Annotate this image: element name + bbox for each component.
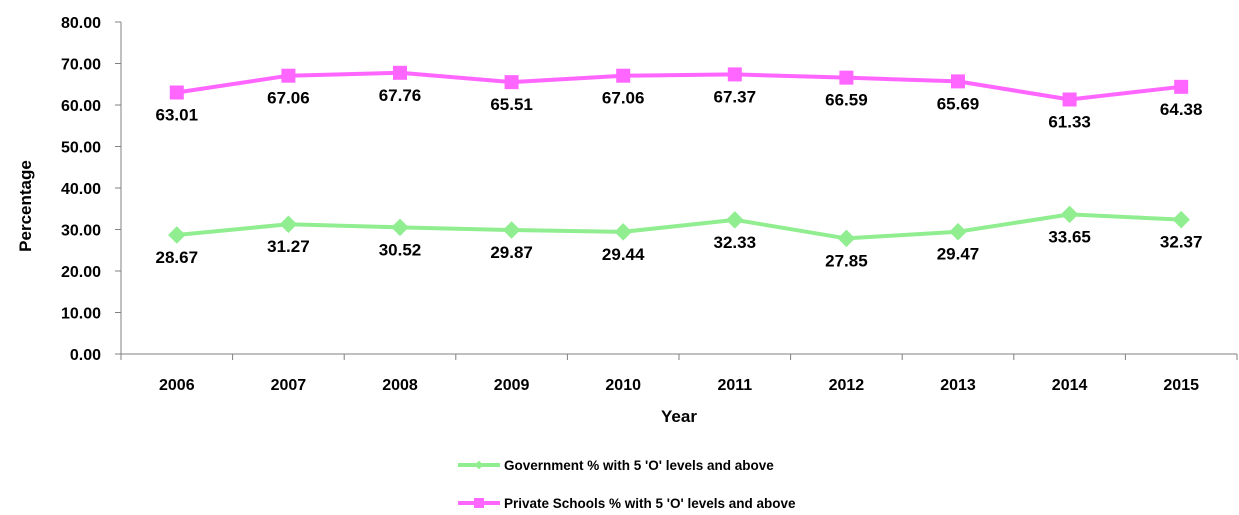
x-tick-label: 2010 xyxy=(605,377,641,394)
data-label-government: 28.67 xyxy=(156,248,199,267)
legend-marker-government xyxy=(474,460,484,470)
y-tick-label: 60.00 xyxy=(61,98,101,115)
x-tick-label: 2014 xyxy=(1052,377,1088,394)
data-label-government: 29.44 xyxy=(602,245,645,264)
x-tick-label: 2009 xyxy=(494,377,530,394)
data-label-private-schools: 65.51 xyxy=(490,95,533,114)
legend-label-government: Government % with 5 'O' levels and above xyxy=(504,458,774,473)
data-label-private-schools: 65.69 xyxy=(937,94,980,113)
y-axis-title: Percentage xyxy=(16,160,35,252)
data-label-government: 30.52 xyxy=(379,240,422,259)
data-label-government: 29.87 xyxy=(490,243,533,262)
series-line-government xyxy=(176,212,1182,241)
data-point-private-schools xyxy=(1174,79,1189,94)
data-point-private-schools xyxy=(1062,92,1077,107)
data-label-private-schools: 67.37 xyxy=(714,87,757,106)
data-point-government xyxy=(949,222,967,241)
data-label-private-schools: 67.06 xyxy=(602,89,645,108)
y-tick-label: 70.00 xyxy=(61,57,101,74)
data-point-private-schools xyxy=(169,85,184,100)
data-label-government: 31.27 xyxy=(267,237,310,256)
x-tick-label: 2015 xyxy=(1163,377,1199,394)
y-tick-label: 80.00 xyxy=(61,15,101,32)
x-tick-label: 2007 xyxy=(271,377,307,394)
series-group xyxy=(168,65,1190,248)
x-tick-label: 2012 xyxy=(829,377,865,394)
x-axis-title: Year xyxy=(661,407,697,426)
data-point-government xyxy=(1172,210,1190,229)
data-point-government xyxy=(614,223,632,241)
data-label-private-schools: 66.59 xyxy=(825,91,868,110)
data-point-government xyxy=(726,211,744,229)
y-tick-label: 30.00 xyxy=(61,223,101,240)
data-label-government: 33.65 xyxy=(1048,227,1091,246)
data-labels: 28.67 31.27 30.52 29.87 29.44 32.33 27.85 29.47… xyxy=(156,86,1203,271)
x-axis-ticks: 2006 2007 2008 2009 2010 2011 2012 2013 2014 2015 xyxy=(120,354,1238,394)
data-point-private-schools xyxy=(727,67,742,82)
data-point-private-schools xyxy=(951,74,965,89)
y-tick-label: 20.00 xyxy=(61,264,101,281)
data-point-private-schools xyxy=(504,75,519,90)
x-tick-label: 2013 xyxy=(940,377,976,394)
data-point-private-schools xyxy=(839,70,854,85)
x-tick-label: 2011 xyxy=(717,377,752,394)
y-tick-label: 10.00 xyxy=(61,306,101,323)
data-label-private-schools: 61.33 xyxy=(1048,112,1091,131)
x-tick-label: 2006 xyxy=(159,377,195,394)
data-label-private-schools: 63.01 xyxy=(156,106,199,125)
data-label-private-schools: 64.38 xyxy=(1160,100,1203,119)
data-point-government xyxy=(502,221,521,239)
data-point-government xyxy=(837,229,856,248)
data-label-private-schools: 67.06 xyxy=(267,89,310,108)
data-label-government: 27.85 xyxy=(825,251,868,270)
data-point-government xyxy=(391,218,409,237)
data-point-private-schools xyxy=(281,68,296,83)
x-tick-label: 2008 xyxy=(382,377,418,394)
y-tick-label: 0.00 xyxy=(70,347,101,364)
data-label-government: 32.37 xyxy=(1160,233,1203,252)
data-point-government xyxy=(1060,205,1079,224)
data-label-government: 32.33 xyxy=(714,233,757,252)
legend-marker-private-schools xyxy=(474,498,484,508)
data-point-private-schools xyxy=(393,65,407,80)
y-axis-ticks: 0.00 10.00 20.00 30.00 40.00 50.00 60.00 70.00 8… xyxy=(61,15,121,364)
data-label-private-schools: 67.76 xyxy=(379,86,422,105)
data-point-private-schools xyxy=(616,68,631,83)
data-point-government xyxy=(168,226,186,244)
series-line-private-schools xyxy=(176,70,1182,102)
legend: Government % with 5 'O' levels and above… xyxy=(458,458,796,511)
legend-label-private-schools: Private Schools % with 5 'O' levels and … xyxy=(504,496,796,511)
data-label-government: 29.47 xyxy=(937,245,980,264)
y-tick-label: 50.00 xyxy=(61,140,101,157)
y-tick-label: 40.00 xyxy=(61,181,101,198)
data-point-government xyxy=(279,215,298,233)
